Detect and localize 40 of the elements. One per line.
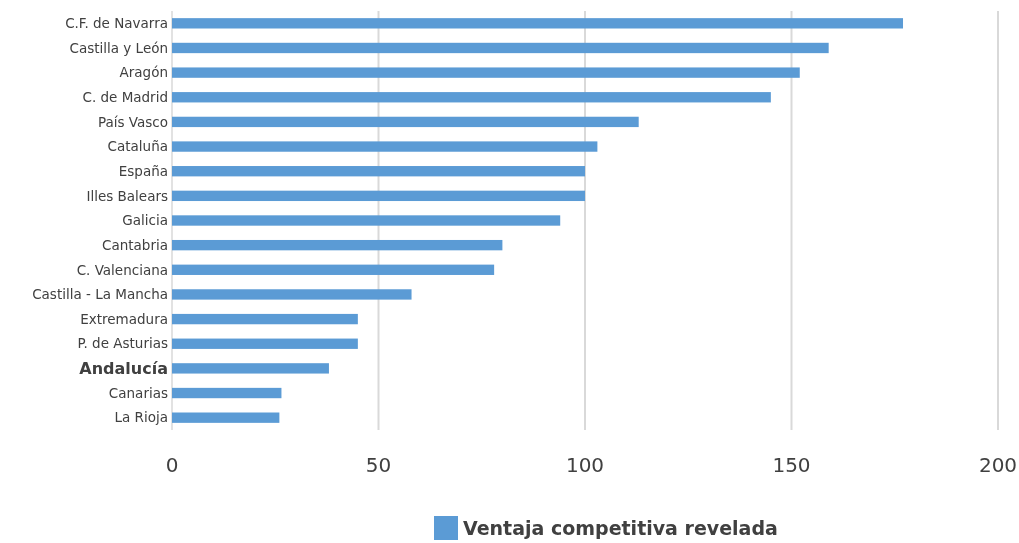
bar [172,387,282,399]
bar [172,289,412,300]
y-tick-label: País Vasco [97,113,168,130]
bar [172,42,829,54]
y-tick-label: Extremadura [80,310,168,327]
legend-label: Ventaja competitiva revelada [463,516,778,539]
y-tick-label: P. de Asturias [77,335,168,352]
y-tick-label: Andalucía [79,358,168,378]
bar [172,363,329,374]
bar [172,141,598,152]
y-tick-label: Illes Balears [86,187,168,204]
bar [172,264,495,275]
bar [172,313,358,325]
y-tick-label: C. Valenciana [76,261,168,278]
y-tick-label: C. de Madrid [82,88,168,105]
y-tick-label: Castilla y León [69,39,168,56]
y-tick-label: Galicia [122,212,168,229]
x-tick-label: 150 [772,453,811,477]
y-tick-label: Canarias [108,384,168,401]
x-tick-label: 50 [365,453,392,477]
bar [172,67,800,78]
bar [172,166,585,177]
bar [172,239,503,251]
y-tick-label: Cataluña [107,138,168,155]
bar [172,215,561,226]
bar [172,338,358,349]
x-tick-label: 0 [165,453,179,477]
y-tick-label: Aragón [119,64,168,81]
bar [172,18,904,29]
y-tick-label: C.F. de Navarra [65,15,168,32]
bar [172,190,585,202]
x-tick-label: 200 [978,453,1018,477]
y-tick-label: Castilla - La Mancha [32,286,168,303]
x-tick-label: 100 [565,453,605,477]
y-tick-label: Cantabria [102,236,168,253]
bar [172,412,280,423]
bar [172,92,771,103]
y-tick-label: España [118,162,168,179]
bar [172,116,639,128]
y-tick-label: La Rioja [114,409,168,426]
